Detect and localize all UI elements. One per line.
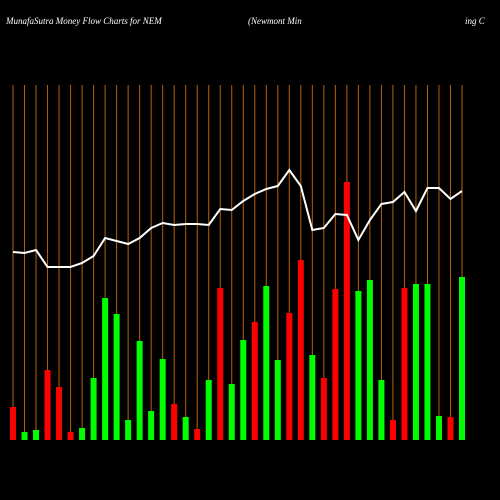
bar [205,380,212,440]
bar [136,341,143,440]
bar [366,280,373,440]
bar [435,416,442,440]
bar [389,420,396,440]
bar [401,288,408,440]
bar [228,384,235,440]
bar [343,182,350,440]
bar [355,291,362,440]
bar [263,286,270,440]
bar [21,432,28,440]
bar [79,428,86,440]
chart-subtitle: ing C [465,16,486,26]
bar [240,340,247,440]
bar [194,429,201,440]
bar [447,417,454,440]
bar [217,288,224,440]
bar [424,284,431,440]
bar [125,420,132,440]
bar [90,378,97,440]
bar [274,360,281,440]
bar [171,404,178,440]
bar [378,380,385,440]
chart-subtitle: (Newmont Min [248,16,302,26]
bar [67,432,74,440]
bar [332,289,339,440]
bar [251,322,258,440]
bar [309,355,316,440]
bar [159,359,166,440]
price-line [12,168,463,268]
bar [102,298,109,440]
bar [412,284,419,440]
bar [44,370,51,440]
bar [56,387,63,440]
chart-title: MunafaSutra Money Flow Charts for NEM [5,16,162,26]
bar [113,314,120,440]
bar [459,277,465,440]
bar [148,411,155,440]
bar [10,407,16,440]
bar [297,260,304,440]
bar [286,313,293,440]
bar [33,430,40,440]
bar [320,378,327,440]
bar [182,417,189,440]
